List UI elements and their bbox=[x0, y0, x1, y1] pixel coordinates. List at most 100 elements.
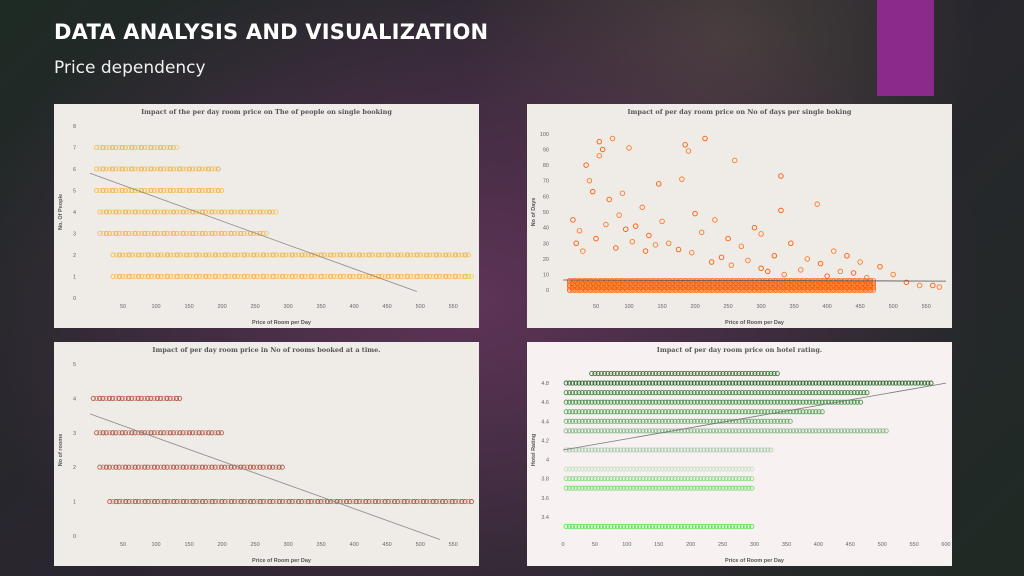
data-point bbox=[215, 430, 221, 436]
data-point bbox=[701, 476, 707, 482]
data-point bbox=[154, 166, 160, 172]
data-point bbox=[593, 235, 599, 242]
data-point bbox=[158, 144, 164, 151]
data-point bbox=[264, 273, 270, 280]
data-point bbox=[803, 380, 809, 386]
data-point bbox=[171, 499, 177, 505]
data-point bbox=[136, 273, 142, 280]
data-point bbox=[595, 380, 601, 386]
data-point bbox=[688, 371, 694, 377]
data-point bbox=[573, 523, 579, 529]
data-point bbox=[589, 485, 595, 491]
data-point bbox=[829, 399, 835, 405]
data-point bbox=[925, 380, 931, 386]
data-point bbox=[151, 144, 157, 151]
data-point bbox=[819, 390, 825, 396]
data-point bbox=[184, 273, 190, 280]
data-point bbox=[145, 464, 151, 470]
data-point bbox=[263, 209, 269, 215]
data-point bbox=[717, 399, 723, 405]
data-point bbox=[116, 430, 122, 436]
data-point bbox=[103, 166, 109, 172]
y-tick-label: 4.2 bbox=[541, 438, 549, 444]
data-point bbox=[93, 395, 100, 401]
data-point bbox=[605, 409, 611, 415]
data-point bbox=[848, 399, 854, 405]
data-point bbox=[758, 265, 764, 272]
data-point bbox=[161, 209, 167, 215]
data-point bbox=[682, 523, 688, 529]
data-point bbox=[582, 409, 588, 415]
data-point bbox=[218, 230, 225, 237]
data-point bbox=[250, 464, 257, 470]
data-point bbox=[656, 380, 662, 386]
data-point bbox=[174, 230, 180, 237]
data-point bbox=[254, 499, 260, 505]
data-point bbox=[155, 252, 161, 258]
data-point bbox=[424, 252, 430, 258]
data-point bbox=[283, 252, 289, 258]
data-point bbox=[212, 464, 218, 470]
data-point bbox=[113, 464, 119, 470]
data-point bbox=[653, 371, 659, 377]
data-point bbox=[755, 371, 761, 377]
chart-rooms-panel: Impact of per day room price in No of ro… bbox=[54, 342, 479, 566]
data-point bbox=[742, 485, 748, 491]
data-point bbox=[570, 409, 576, 415]
data-point bbox=[749, 399, 755, 405]
data-point bbox=[624, 371, 630, 377]
data-point bbox=[814, 201, 820, 207]
data-point bbox=[669, 418, 675, 424]
data-point bbox=[446, 252, 452, 258]
data-point bbox=[698, 390, 704, 396]
data-point bbox=[861, 428, 867, 434]
data-point bbox=[813, 390, 819, 396]
data-point bbox=[710, 447, 716, 453]
data-point bbox=[605, 447, 611, 453]
data-point bbox=[202, 230, 209, 237]
data-point bbox=[566, 418, 572, 424]
data-point bbox=[679, 176, 685, 182]
data-point bbox=[618, 523, 624, 529]
data-point bbox=[420, 252, 427, 258]
data-point bbox=[468, 499, 474, 505]
data-point bbox=[411, 252, 417, 258]
data-point bbox=[196, 273, 203, 280]
data-point bbox=[616, 212, 622, 218]
data-point bbox=[234, 209, 241, 215]
data-point bbox=[758, 231, 764, 237]
data-point bbox=[609, 135, 616, 142]
data-point bbox=[215, 209, 221, 215]
data-point bbox=[222, 230, 228, 237]
data-point bbox=[710, 380, 716, 386]
data-point bbox=[611, 390, 617, 396]
data-point bbox=[854, 380, 860, 386]
data-point bbox=[742, 418, 748, 424]
data-point bbox=[691, 399, 697, 405]
data-point bbox=[566, 380, 572, 386]
data-point bbox=[832, 380, 838, 386]
data-point bbox=[260, 252, 267, 258]
data-point bbox=[113, 209, 119, 215]
data-point bbox=[563, 428, 569, 434]
data-point bbox=[880, 428, 886, 434]
data-point bbox=[235, 273, 241, 280]
data-point bbox=[586, 390, 592, 396]
data-point bbox=[116, 252, 123, 258]
data-point bbox=[816, 399, 822, 405]
data-point bbox=[388, 273, 395, 280]
data-point bbox=[630, 399, 636, 405]
data-point bbox=[662, 371, 668, 377]
data-point bbox=[170, 166, 176, 172]
chart-days: Impact of per day room price on No of da… bbox=[527, 104, 952, 328]
y-tick-label: 4 bbox=[73, 210, 76, 216]
data-point bbox=[468, 273, 475, 280]
data-point bbox=[640, 418, 646, 424]
data-point bbox=[100, 209, 106, 215]
data-point bbox=[726, 485, 732, 491]
data-point bbox=[640, 447, 646, 453]
data-point bbox=[154, 144, 160, 151]
data-point bbox=[598, 485, 604, 491]
data-point bbox=[803, 428, 809, 434]
data-point bbox=[682, 447, 688, 453]
